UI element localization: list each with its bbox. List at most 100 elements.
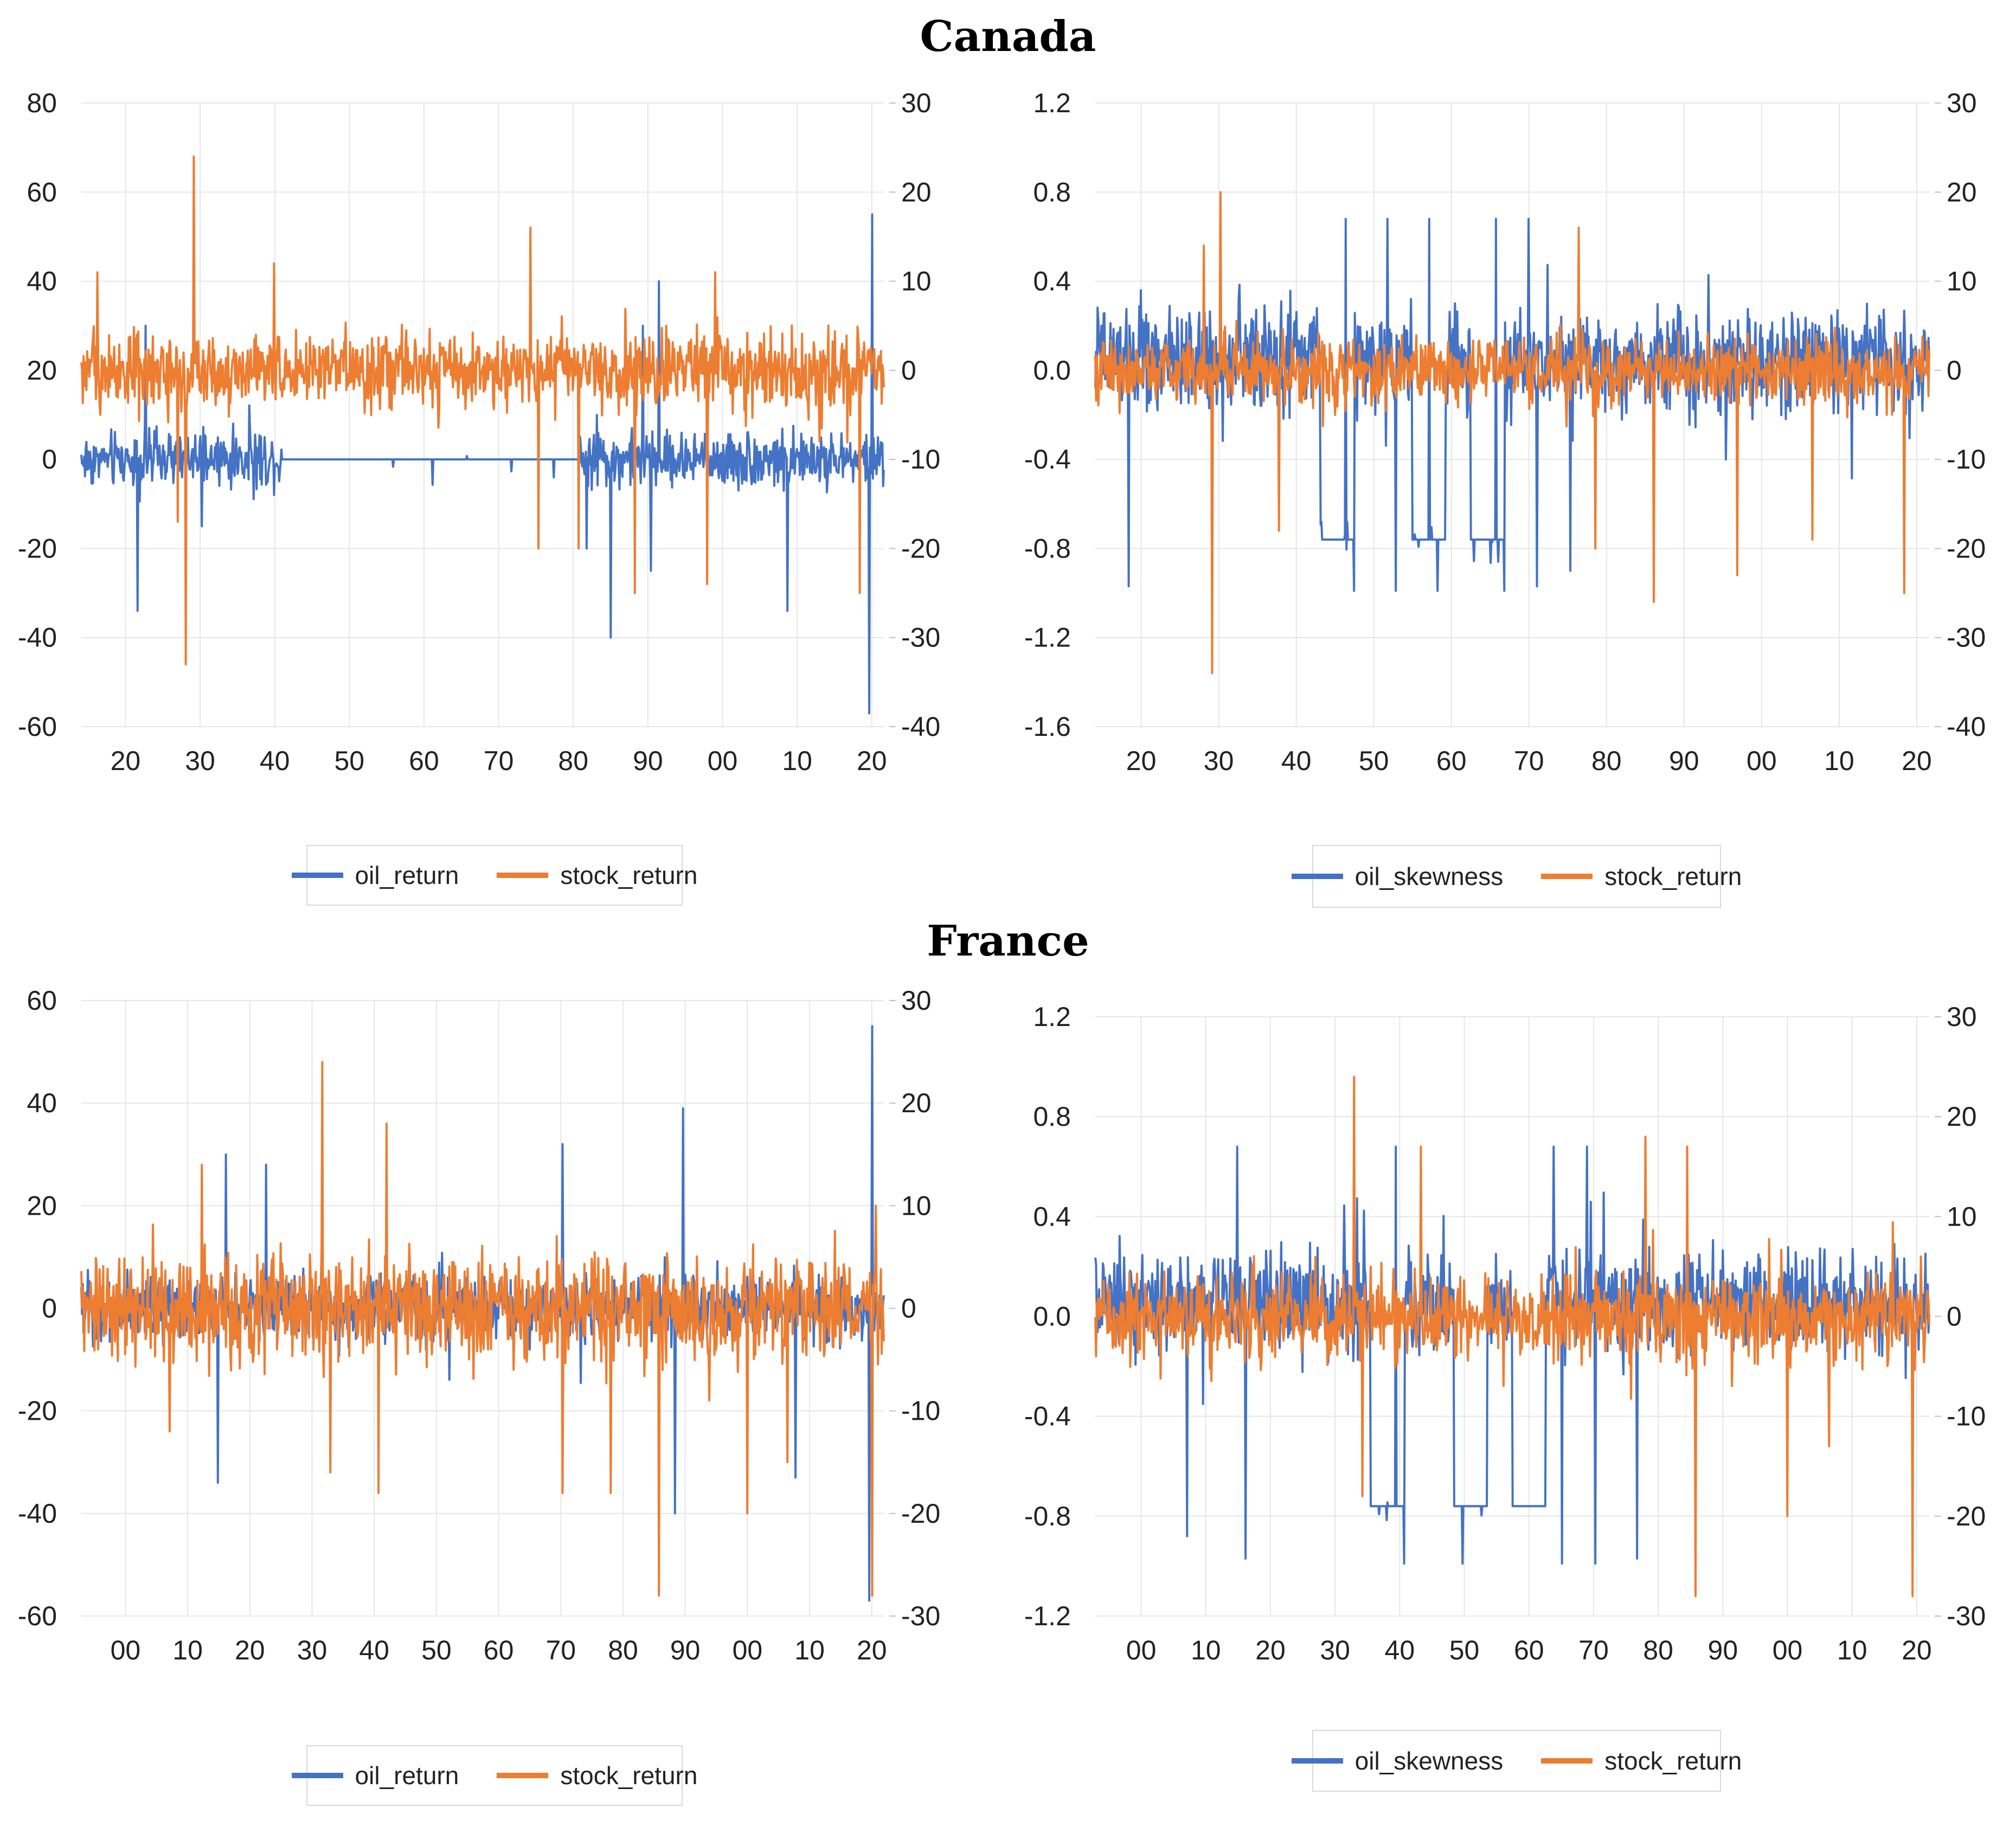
section-title-france: France [927,916,1089,966]
left-tick-label: -60 [18,1601,57,1631]
right-tick-label: 0 [901,1293,916,1324]
x-tick-label: 90 [670,1635,701,1665]
x-tick-label: 90 [633,746,663,776]
x-tick-label: 10 [782,746,812,776]
x-tick-label: 40 [359,1635,389,1665]
left-tick-label: 0 [42,1293,57,1324]
left-tick-label: -40 [18,1498,57,1529]
legend-item-stock: stock_return [1541,862,1742,891]
legend-item-stock: stock_return [497,861,697,890]
legend-swatch-oil [1291,1758,1343,1764]
legend-label-stock: stock_return [560,1761,698,1790]
x-tick-label: 20 [857,746,887,776]
left-tick-label: 0.8 [1033,177,1071,207]
legend-item-stock: stock_return [497,1761,697,1790]
left-tick-label: 40 [27,1088,57,1118]
x-tick-label: 30 [297,1635,328,1665]
left-tick-label: -0.8 [1024,1501,1071,1531]
left-tick-label: 20 [27,355,57,386]
x-tick-label: 50 [421,1635,452,1665]
legend-swatch-stock [1541,1758,1593,1764]
legend-label-stock: stock_return [1604,862,1742,890]
chart-canada-oil-return: 80 60 40 20 0 -20 -40 -60 30 20 10 0 -10 -20 -30 -40 20 3… [0,76,965,813]
legend-item-stock: stock_return [1541,1746,1742,1775]
right-tick-label: -30 [901,1601,940,1631]
left-tick-label: 0.4 [1033,1201,1071,1232]
legend-swatch-stock [1541,874,1593,879]
right-tick-label: -10 [901,444,940,475]
right-tick-label: 10 [1947,266,1977,297]
chart-svg: 60 40 20 0 -20 -40 -60 30 20 10 0 -10 -20 -30 00 10 20 30… [18,985,941,1665]
chart-svg: 1.2 0.8 0.4 0.0 -0.4 -0.8 -1.2 -1.6 30 20 10 0 -10 -2… [1024,88,1986,776]
x-tick-label: 10 [794,1635,825,1665]
chart-canada-oil-skewness: 1.2 0.8 0.4 0.0 -0.4 -0.8 -1.2 -1.6 30 20 10 0 -10 -2… [1014,76,2016,813]
x-tick-label: 80 [558,746,588,776]
left-tick-label: -1.6 [1024,711,1071,742]
chart-svg: 80 60 40 20 0 -20 -40 -60 30 20 10 0 -10 -20 -30 -40 20 3… [18,88,941,776]
x-tick-label: 80 [1643,1635,1673,1665]
x-tick-label: 90 [1708,1635,1738,1665]
x-tick-label: 10 [1837,1635,1867,1665]
right-tick-label: -40 [901,711,940,742]
chart-svg: 1.2 0.8 0.4 0.0 -0.4 -0.8 -1.2 30 20 10 0 -10 -20 -30… [1024,1002,1986,1665]
x-tick-label: 90 [1669,746,1699,776]
left-tick-label: -0.4 [1024,444,1071,475]
legend-item-oil: oil_return [291,1761,459,1790]
x-tick-label: 30 [1204,746,1234,776]
right-tick-label: 0 [1947,355,1962,386]
right-tick-label: -10 [901,1396,940,1426]
right-tick-label: -30 [1947,623,1986,653]
legend-label-oil: oil_return [355,1761,459,1790]
legend-item-oil: oil_skewness [1291,1746,1503,1775]
left-tick-label: 0.0 [1033,355,1071,386]
legend-france-oil-skewness: oil_skewness stock_return [1291,1730,1742,1792]
left-tick-label: -1.2 [1024,1601,1071,1631]
series-line-stock-return [1094,191,1930,675]
right-tick-label: 30 [901,88,932,118]
right-tick-label: -20 [901,1498,940,1529]
left-tick-label: 1.2 [1033,1002,1071,1032]
right-tick-label: -20 [901,533,940,563]
legend-swatch-stock [497,1773,549,1778]
right-tick-label: -10 [1947,1401,1986,1432]
x-tick-label: 10 [1191,1635,1221,1665]
left-tick-label: 0 [42,444,57,475]
right-tick-label: 20 [901,1088,932,1118]
x-tick-label: 00 [1747,746,1777,776]
left-tick-label: 20 [27,1190,57,1221]
x-tick-label: 30 [1320,1635,1350,1665]
left-tick-label: 40 [27,266,57,297]
x-tick-label: 20 [1126,746,1157,776]
x-tick-label: 00 [733,1635,763,1665]
legend-france-oil-return: oil_return stock_return [291,1745,697,1806]
x-tick-label: 30 [185,746,215,776]
right-tick-label: -30 [1947,1601,1986,1631]
right-tick-label: 20 [901,177,932,207]
legend-canada-oil-return: oil_return stock_return [291,845,697,906]
right-tick-label: 30 [1947,1002,1977,1032]
right-tick-label: -30 [901,623,940,653]
left-tick-label: 60 [27,985,57,1016]
legend-canada-oil-skewness: oil_skewness stock_return [1291,845,1742,908]
series-line-stock-return [80,1061,885,1597]
right-tick-label: 0 [901,355,916,386]
x-tick-label: 60 [484,1635,514,1665]
x-tick-label: 50 [335,746,365,776]
left-tick-label: 0.4 [1033,266,1071,297]
x-tick-label: 20 [111,746,141,776]
legend-label-stock: stock_return [1604,1747,1742,1775]
left-tick-label: 80 [27,88,57,118]
left-tick-label: 0.8 [1033,1101,1071,1132]
x-tick-label: 20 [235,1635,265,1665]
right-tick-label: 30 [1947,88,1977,118]
x-tick-label: 00 [1126,1635,1157,1665]
legend-swatch-oil [291,1773,343,1778]
x-tick-label: 50 [1359,746,1389,776]
legend-item-oil: oil_skewness [1291,862,1503,891]
x-tick-label: 10 [172,1635,203,1665]
x-tick-label: 50 [1449,1635,1480,1665]
legend-swatch-oil [1291,874,1343,879]
x-tick-label: 60 [1436,746,1467,776]
x-tick-label: 20 [1255,1635,1286,1665]
x-tick-label: 70 [1578,1635,1609,1665]
